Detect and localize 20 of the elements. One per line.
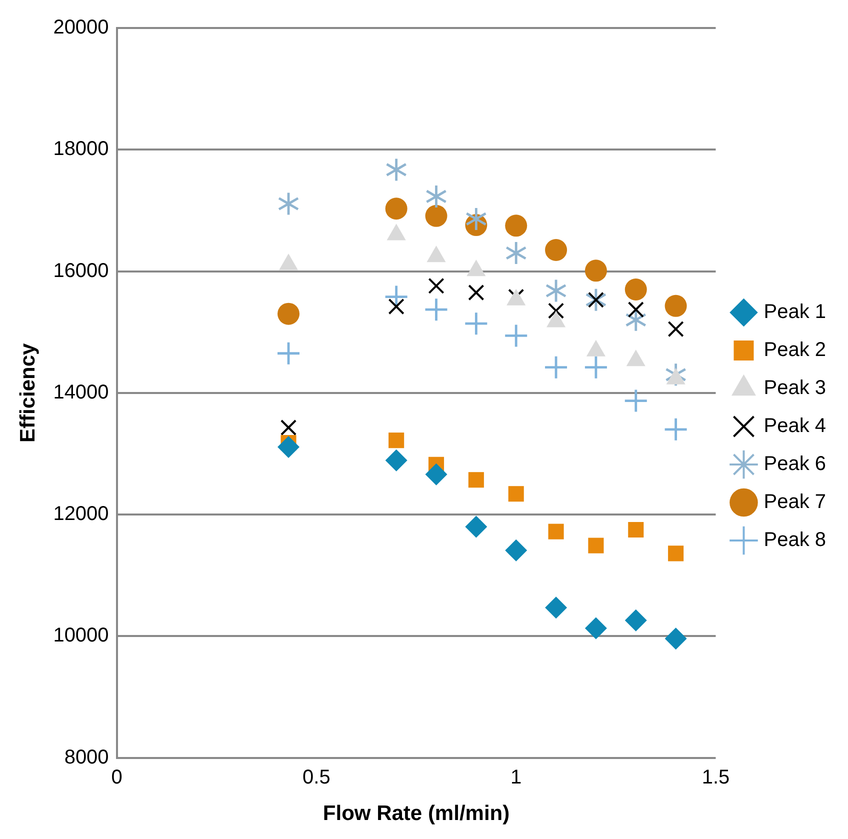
y-tick-label: 14000 xyxy=(53,381,109,404)
x-tick-label: 1 xyxy=(510,766,522,788)
x-tick-label: 1.5 xyxy=(702,766,730,788)
legend-label: Peak 7 xyxy=(764,491,826,514)
legend-label: Peak 2 xyxy=(764,339,826,362)
y-tick-label: 16000 xyxy=(53,260,109,282)
y-tick-label: 8000 xyxy=(64,746,109,768)
y-tick-label: 10000 xyxy=(53,624,109,647)
legend-label: Peak 3 xyxy=(764,377,826,400)
y-tick-label: 20000 xyxy=(53,16,109,39)
legend-label: Peak 1 xyxy=(764,301,826,324)
legend-label: Peak 6 xyxy=(764,453,826,476)
legend-label: Peak 4 xyxy=(764,415,826,438)
y-axis-title: Efficiency xyxy=(16,342,40,443)
x-tick-label: 0.5 xyxy=(302,766,330,788)
x-tick-label: 0 xyxy=(111,766,122,788)
legend-label: Peak 8 xyxy=(764,529,826,552)
x-axis-title: Flow Rate (ml/min) xyxy=(322,802,510,826)
y-tick-label: 12000 xyxy=(53,503,109,526)
y-tick-label: 18000 xyxy=(53,138,109,160)
